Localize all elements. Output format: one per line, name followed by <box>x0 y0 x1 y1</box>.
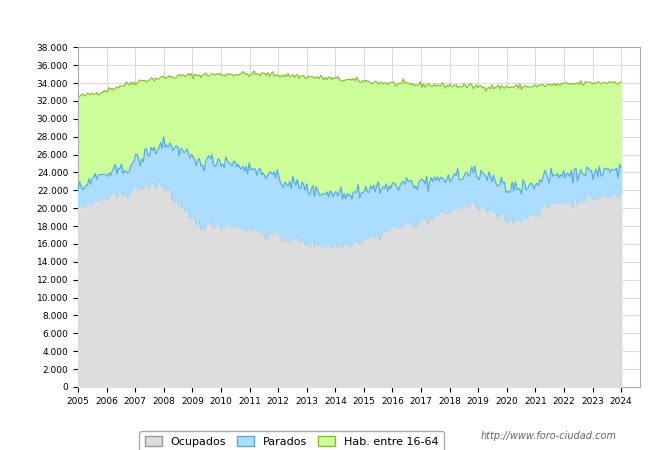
Text: Vila-real - Evolucion de la poblacion en edad de Trabajar Agosto de 2024: Vila-real - Evolucion de la poblacion en… <box>110 13 540 26</box>
Legend: Ocupados, Parados, Hab. entre 16-64: Ocupados, Parados, Hab. entre 16-64 <box>140 431 444 450</box>
Text: http://www.foro-ciudad.com: http://www.foro-ciudad.com <box>481 431 617 441</box>
